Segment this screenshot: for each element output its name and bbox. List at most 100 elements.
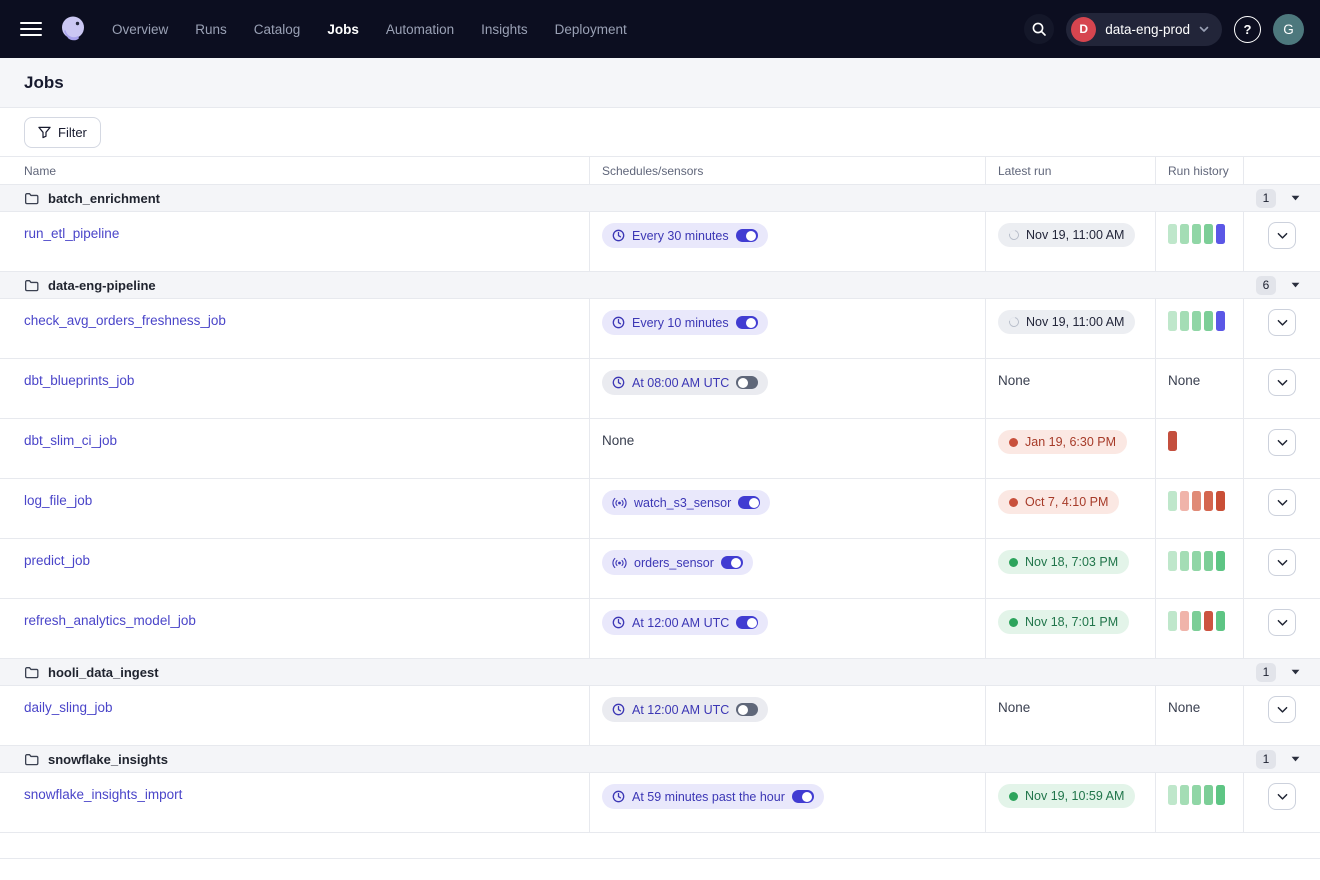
run-history-bar[interactable] (1216, 785, 1225, 805)
search-button[interactable] (1024, 14, 1055, 44)
schedule-badge[interactable]: At 12:00 AM UTC (602, 610, 769, 635)
job-name-link[interactable]: dbt_blueprints_job (24, 373, 135, 388)
nav-item-insights[interactable]: Insights (481, 21, 528, 37)
run-history-bar[interactable] (1216, 611, 1225, 631)
nav-item-jobs[interactable]: Jobs (327, 21, 359, 37)
run-history-bar[interactable] (1168, 551, 1177, 571)
latest-run-pill[interactable]: Nov 19, 11:00 AM (998, 310, 1136, 334)
job-name-link[interactable]: snowflake_insights_import (24, 787, 183, 802)
clock-icon (612, 790, 625, 803)
run-history-bar[interactable] (1168, 611, 1177, 631)
job-name-link[interactable]: daily_sling_job (24, 700, 113, 715)
job-actions-cell (1244, 539, 1320, 598)
run-history-bar[interactable] (1204, 224, 1213, 244)
user-avatar[interactable]: G (1273, 13, 1304, 45)
expand-row-button[interactable] (1268, 222, 1296, 249)
run-history-bar[interactable] (1168, 491, 1177, 511)
schedule-toggle[interactable] (736, 376, 759, 389)
schedule-toggle[interactable] (720, 556, 743, 569)
expand-row-button[interactable] (1268, 369, 1296, 396)
expand-row-button[interactable] (1268, 609, 1296, 636)
schedule-badge[interactable]: At 08:00 AM UTC (602, 370, 769, 395)
run-history-bar[interactable] (1180, 551, 1189, 571)
help-button[interactable]: ? (1234, 15, 1261, 43)
run-history-bar[interactable] (1168, 311, 1177, 331)
collapse-caret-icon[interactable] (1291, 195, 1300, 201)
schedule-badge[interactable]: Every 30 minutes (602, 223, 768, 248)
latest-run-pill[interactable]: Nov 19, 10:59 AM (998, 784, 1136, 808)
expand-row-button[interactable] (1268, 696, 1296, 723)
run-history-bar[interactable] (1192, 611, 1201, 631)
collapse-caret-icon[interactable] (1291, 282, 1300, 288)
latest-run-pill[interactable]: Oct 7, 4:10 PM (998, 490, 1120, 514)
expand-row-button[interactable] (1268, 783, 1296, 810)
schedule-toggle[interactable] (791, 790, 814, 803)
schedule-toggle[interactable] (735, 229, 758, 242)
expand-row-button[interactable] (1268, 309, 1296, 336)
run-history-bar[interactable] (1180, 785, 1189, 805)
run-history-bar[interactable] (1192, 224, 1201, 244)
job-group-row[interactable]: batch_enrichment 1 (0, 185, 1320, 212)
job-name-link[interactable]: log_file_job (24, 493, 93, 508)
run-history-bar[interactable] (1204, 611, 1213, 631)
latest-run-pill[interactable]: Nov 18, 7:03 PM (998, 550, 1130, 574)
failure-dot-icon (1009, 497, 1018, 507)
job-actions-cell (1244, 299, 1320, 358)
run-history-bar[interactable] (1204, 311, 1213, 331)
sensor-badge[interactable]: watch_s3_sensor (602, 490, 771, 515)
dagster-octopus-logo[interactable] (56, 12, 90, 46)
run-history-bar[interactable] (1180, 611, 1189, 631)
run-history-bar[interactable] (1192, 311, 1201, 331)
run-history-bar[interactable] (1192, 551, 1201, 571)
hamburger-icon[interactable] (20, 22, 42, 36)
run-history-bar[interactable] (1168, 431, 1177, 451)
job-group-row[interactable]: hooli_data_ingest 1 (0, 659, 1320, 686)
run-history-bar[interactable] (1192, 785, 1201, 805)
schedule-toggle[interactable] (738, 496, 761, 509)
deployment-switcher[interactable]: D data-eng-prod (1066, 12, 1222, 46)
run-history-bar[interactable] (1204, 785, 1213, 805)
collapse-caret-icon[interactable] (1291, 669, 1300, 675)
job-name-link[interactable]: run_etl_pipeline (24, 226, 120, 241)
run-history-bar[interactable] (1216, 551, 1225, 571)
run-history-bar[interactable] (1204, 491, 1213, 511)
run-history-bar[interactable] (1168, 785, 1177, 805)
nav-item-automation[interactable]: Automation (385, 21, 455, 37)
run-history-bar[interactable] (1192, 491, 1201, 511)
group-count-badge: 1 (1256, 188, 1276, 208)
expand-row-button[interactable] (1268, 489, 1296, 516)
run-history-bar[interactable] (1216, 224, 1225, 244)
latest-run-pill[interactable]: Jan 19, 6:30 PM (998, 430, 1128, 454)
run-history-bar[interactable] (1180, 311, 1189, 331)
schedule-toggle[interactable] (735, 316, 758, 329)
schedule-badge[interactable]: At 59 minutes past the hour (602, 784, 824, 809)
run-history-bar[interactable] (1168, 224, 1177, 244)
run-history-bar[interactable] (1204, 551, 1213, 571)
run-history-bar[interactable] (1216, 311, 1225, 331)
schedule-badge[interactable]: At 12:00 AM UTC (602, 697, 769, 722)
job-name-link[interactable]: predict_job (24, 553, 91, 568)
expand-row-button[interactable] (1268, 429, 1296, 456)
job-name-link[interactable]: check_avg_orders_freshness_job (24, 313, 226, 328)
collapse-caret-icon[interactable] (1291, 756, 1300, 762)
run-history-bar[interactable] (1216, 491, 1225, 511)
expand-row-button[interactable] (1268, 549, 1296, 576)
job-name-link[interactable]: dbt_slim_ci_job (24, 433, 118, 448)
job-group-row[interactable]: data-eng-pipeline 6 (0, 272, 1320, 299)
latest-run-pill[interactable]: Nov 18, 7:01 PM (998, 610, 1130, 634)
sensor-badge[interactable]: orders_sensor (602, 550, 753, 575)
run-history-bar[interactable] (1180, 491, 1189, 511)
run-history-bar[interactable] (1180, 224, 1189, 244)
job-group-row[interactable]: snowflake_insights 1 (0, 746, 1320, 773)
nav-item-deployment[interactable]: Deployment (554, 21, 627, 37)
schedule-badge[interactable]: Every 10 minutes (602, 310, 768, 335)
schedule-toggle[interactable] (736, 616, 759, 629)
latest-run-pill[interactable]: Nov 19, 11:00 AM (998, 223, 1136, 247)
job-actions-cell (1244, 686, 1320, 745)
schedule-toggle[interactable] (736, 703, 759, 716)
nav-item-runs[interactable]: Runs (195, 21, 227, 37)
nav-item-catalog[interactable]: Catalog (253, 21, 301, 37)
filter-button[interactable]: Filter (24, 116, 101, 148)
nav-item-overview[interactable]: Overview (112, 21, 169, 37)
job-name-link[interactable]: refresh_analytics_model_job (24, 613, 196, 628)
